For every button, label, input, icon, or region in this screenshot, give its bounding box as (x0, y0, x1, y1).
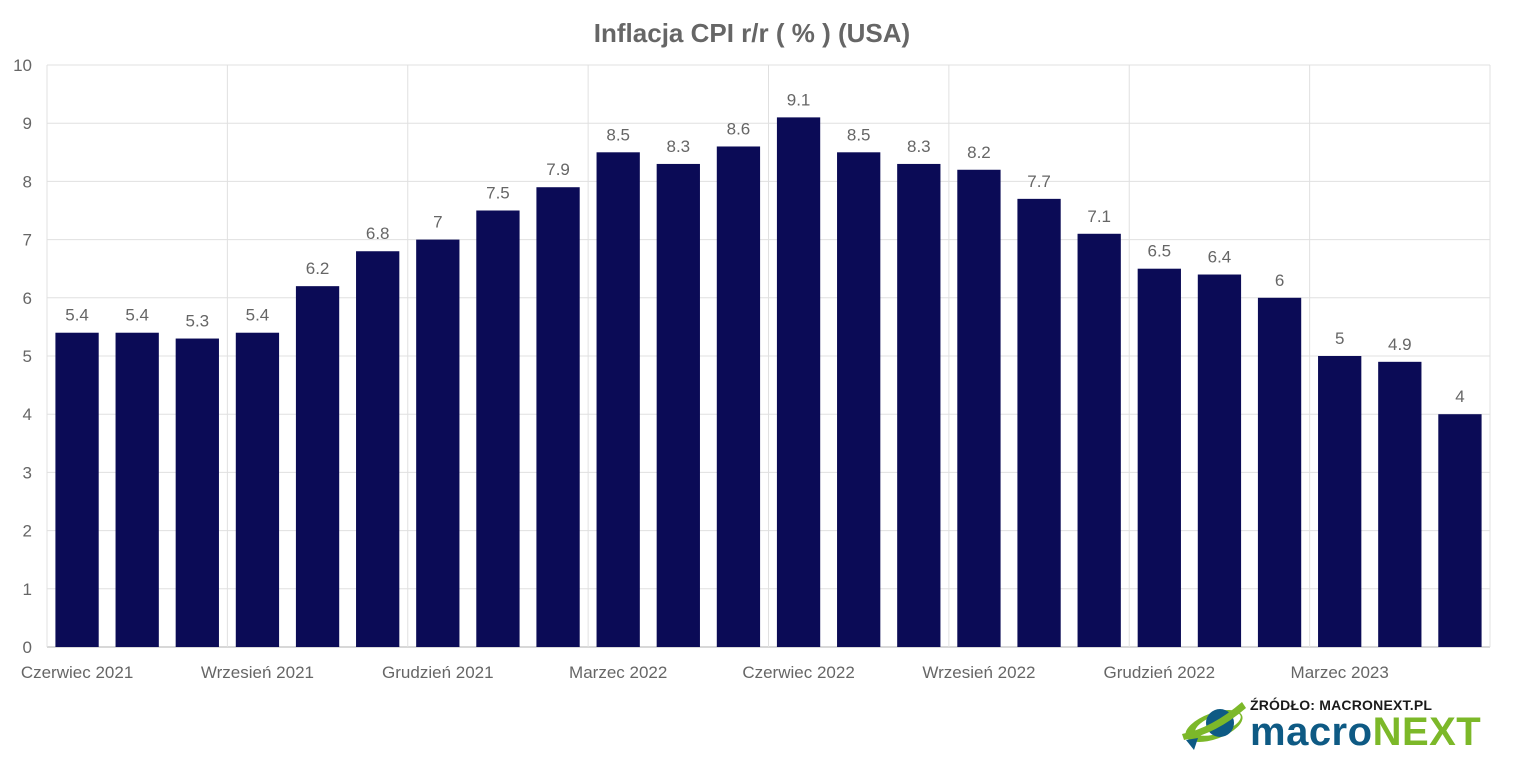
globe-swoosh-icon (1182, 702, 1246, 750)
bar (55, 332, 99, 647)
data-label: 5.4 (125, 306, 149, 325)
data-label: 8.5 (606, 125, 630, 144)
bar (656, 163, 700, 647)
y-tick-label: 7 (23, 231, 32, 250)
bar (1017, 198, 1061, 648)
y-tick-label: 10 (13, 56, 32, 75)
y-tick-label: 5 (23, 347, 32, 366)
x-tick-label: Wrzesień 2022 (922, 663, 1035, 682)
bar (295, 286, 340, 647)
source-label: ŹRÓDŁO: MACRONEXT.PL (1250, 697, 1433, 713)
bar (1438, 414, 1482, 647)
data-label: 5.3 (185, 312, 209, 331)
bars (55, 117, 1482, 648)
data-label: 7.9 (546, 160, 570, 179)
data-label: 9.1 (787, 90, 811, 109)
bar (235, 332, 280, 647)
x-tick-label: Czerwiec 2021 (21, 663, 133, 682)
x-tick-label: Wrzesień 2021 (201, 663, 314, 682)
bar (416, 239, 460, 647)
data-label: 4 (1455, 387, 1464, 406)
grid-lines (46, 64, 1491, 648)
data-label: 5.4 (246, 306, 270, 325)
bar (1257, 297, 1302, 647)
bar (837, 152, 881, 648)
x-axis-ticks: Czerwiec 2021 Wrzesień 2021 Grudzień 2021 M… (21, 663, 1389, 682)
x-tick-label: Marzec 2022 (569, 663, 667, 682)
bar (957, 169, 1001, 647)
y-tick-label: 8 (23, 172, 32, 191)
y-tick-label: 0 (23, 638, 32, 657)
data-label: 6.5 (1147, 242, 1171, 261)
x-tick-label: Grudzień 2022 (1104, 663, 1216, 682)
brand-name-part1: macro (1250, 710, 1373, 754)
data-labels: 5.4 5.4 5.3 5.4 6.2 6.8 7 7.5 7.9 8.5 8.3 8.6 9.1 8.5… (65, 90, 1464, 406)
data-label: 7.7 (1027, 172, 1051, 191)
y-axis-ticks: 0 1 2 3 4 5 6 7 8 9 10 (13, 56, 32, 657)
data-label: 8.6 (727, 119, 751, 138)
data-label: 7.1 (1087, 207, 1111, 226)
data-label: 6.2 (306, 259, 330, 278)
bar (1137, 268, 1181, 647)
y-tick-label: 1 (23, 580, 32, 599)
x-tick-label: Marzec 2023 (1291, 663, 1389, 682)
x-tick-label: Grudzień 2021 (382, 663, 494, 682)
y-tick-label: 9 (23, 114, 32, 133)
brand-name: macroNEXT (1250, 710, 1481, 754)
data-label: 8.5 (847, 125, 871, 144)
bar (115, 332, 159, 647)
bar (356, 251, 400, 648)
data-label: 7.5 (486, 184, 510, 203)
bar (175, 338, 219, 647)
bar (897, 163, 941, 647)
data-label: 5.4 (65, 306, 89, 325)
bar (1197, 274, 1242, 647)
data-label: 4.9 (1388, 335, 1412, 354)
bar (1378, 361, 1422, 647)
brand-name-part2: NEXT (1372, 710, 1482, 754)
data-label: 7 (433, 213, 442, 232)
bar (536, 187, 580, 647)
data-label: 8.2 (967, 143, 991, 162)
y-tick-label: 2 (23, 522, 32, 541)
bar (476, 210, 520, 647)
y-tick-label: 4 (23, 405, 32, 424)
data-label: 5 (1335, 329, 1344, 348)
data-label: 6.8 (366, 224, 390, 243)
bar-chart: Inflacja CPI r/r ( % ) (USA) 0 1 2 3 4 5 6 7 8 9 1… (13, 18, 1491, 682)
data-label: 8.3 (666, 137, 690, 156)
bar (716, 146, 761, 648)
bar (1318, 356, 1362, 647)
bar (1077, 233, 1121, 647)
bar (596, 152, 640, 648)
y-tick-label: 6 (23, 289, 32, 308)
data-label: 8.3 (907, 137, 931, 156)
x-tick-label: Czerwiec 2022 (742, 663, 854, 682)
data-label: 6.4 (1208, 248, 1232, 267)
y-tick-label: 3 (23, 463, 32, 482)
bar (776, 117, 821, 647)
chart-title: Inflacja CPI r/r ( % ) (USA) (594, 18, 910, 48)
data-label: 6 (1275, 271, 1284, 290)
